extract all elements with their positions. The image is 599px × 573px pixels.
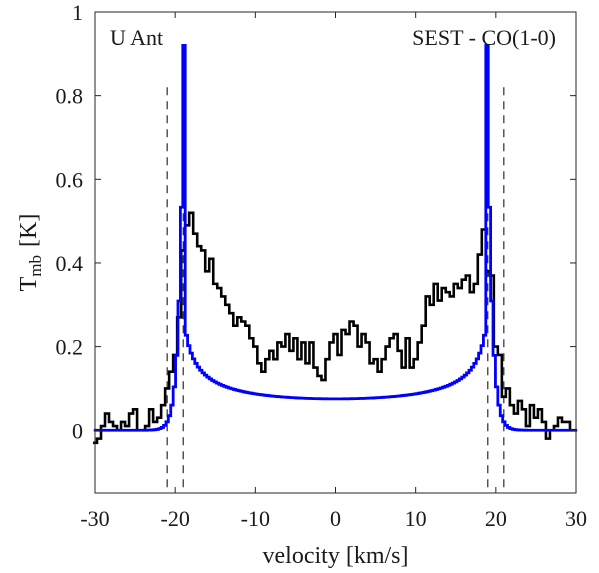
y-tick-label: 1 — [72, 0, 83, 25]
y-tick-label: 0.4 — [56, 251, 84, 276]
x-tick-label: -10 — [241, 506, 270, 531]
y-axis-title: Tmb [K] — [16, 214, 45, 292]
y-tick-label: 0.2 — [56, 335, 84, 360]
series-layer — [93, 44, 578, 445]
axis-ticks: -30 -20 -10 0 10 20 30 0 0.2 0.4 0.6 0.8 1 — [56, 0, 588, 531]
y-tick-label: 0.6 — [56, 167, 84, 192]
x-tick-label: 10 — [405, 506, 427, 531]
y-axis-title-symbol: T — [16, 276, 42, 291]
x-tick-label: 30 — [565, 506, 587, 531]
y-axis-title-subscript: mb — [26, 255, 45, 277]
source-label: U Ant — [110, 25, 163, 50]
x-tick-label: 0 — [330, 506, 341, 531]
line-label: SEST - CO(1-0) — [412, 25, 556, 50]
y-axis-title-unit: [K] — [16, 214, 42, 247]
x-tick-label: -20 — [161, 506, 190, 531]
model-profile-line — [93, 44, 578, 432]
x-tick-label: 20 — [485, 506, 507, 531]
y-tick-label: 0.8 — [56, 84, 84, 109]
x-tick-label: -30 — [80, 506, 109, 531]
y-tick-label: 0 — [72, 418, 83, 443]
x-axis-title: velocity [km/s] — [263, 543, 409, 569]
